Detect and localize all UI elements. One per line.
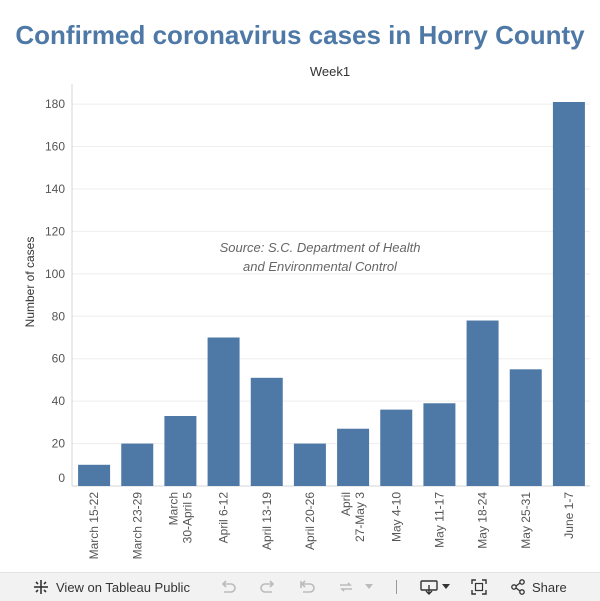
x-tick-label: May 11-17 bbox=[432, 492, 446, 548]
dropdown-icon bbox=[365, 584, 373, 590]
source-line-2: and Environmental Control bbox=[243, 259, 397, 274]
revert-button[interactable] bbox=[298, 573, 316, 601]
x-tick-label-line: 27-May 3 bbox=[353, 492, 367, 542]
gridlines bbox=[72, 103, 590, 445]
source-line-1: Source: S.C. Department of Health bbox=[219, 240, 421, 255]
x-tick-label-line: April 13-19 bbox=[260, 492, 274, 550]
x-tick-label-line: March 23-29 bbox=[130, 492, 144, 560]
undo-icon bbox=[219, 579, 237, 595]
tableau-toolbar: View on Tableau Public bbox=[0, 572, 600, 601]
y-tick-label: 120 bbox=[45, 224, 65, 238]
view-on-tableau-label: View on Tableau Public bbox=[56, 579, 190, 595]
bar[interactable] bbox=[78, 464, 111, 486]
x-tick-label-line: April 6-12 bbox=[217, 492, 231, 544]
x-tick-label: May 18-24 bbox=[476, 492, 490, 549]
x-axis: March 15-22 March 23-29 March 30-April 5 Apr… bbox=[87, 492, 576, 560]
bar[interactable] bbox=[337, 428, 370, 486]
x-tick-label-line: May 18-24 bbox=[476, 492, 490, 549]
refresh-icon bbox=[337, 579, 355, 595]
share-button[interactable]: Share bbox=[510, 573, 567, 601]
bar[interactable] bbox=[423, 403, 456, 486]
x-tick-label-line: March bbox=[166, 492, 180, 525]
y-tick-label: 60 bbox=[52, 352, 66, 366]
x-tick-label-line: May 11-17 bbox=[432, 492, 446, 548]
source-annotation: Source: S.C. Department of Health and En… bbox=[195, 238, 445, 276]
bar[interactable] bbox=[466, 320, 499, 486]
download-icon bbox=[420, 579, 438, 595]
undo-button[interactable] bbox=[219, 573, 237, 601]
x-tick-label-line: May 25-31 bbox=[519, 492, 533, 549]
bar[interactable] bbox=[164, 415, 197, 486]
x-tick-label: April 27-May 3 bbox=[339, 492, 367, 542]
y-axis: 0 20 40 60 80 100 120 140 160 180 bbox=[45, 84, 590, 487]
share-label: Share bbox=[532, 579, 567, 595]
x-tick-label: May 25-31 bbox=[519, 492, 533, 549]
refresh-dropdown[interactable] bbox=[365, 573, 373, 601]
x-tick-label-line: 30-April 5 bbox=[180, 492, 194, 544]
y-tick-label: 160 bbox=[45, 140, 65, 154]
bar[interactable] bbox=[552, 102, 585, 486]
view-on-tableau-button[interactable]: View on Tableau Public bbox=[33, 573, 190, 601]
bars bbox=[78, 102, 585, 486]
y-tick-label: 40 bbox=[52, 394, 66, 408]
chart-title: Confirmed coronavirus cases in Horry Cou… bbox=[15, 20, 585, 50]
x-tick-label: April 6-12 bbox=[217, 492, 231, 544]
revert-icon bbox=[298, 579, 316, 595]
x-tick-label: June 1-7 bbox=[562, 492, 576, 539]
x-tick-label-line: April bbox=[339, 492, 353, 516]
download-button[interactable] bbox=[420, 573, 450, 601]
bar[interactable] bbox=[250, 377, 283, 486]
download-dropdown-icon bbox=[442, 584, 450, 590]
y-tick-label: 180 bbox=[45, 97, 65, 111]
chart-subtitle: Week1 bbox=[309, 64, 351, 79]
bar[interactable] bbox=[509, 369, 542, 486]
refresh-button[interactable] bbox=[337, 573, 355, 601]
bar[interactable] bbox=[207, 337, 240, 486]
bar[interactable] bbox=[121, 443, 154, 486]
y-tick-label: 80 bbox=[52, 309, 66, 323]
toolbar-divider bbox=[396, 580, 397, 594]
tableau-icon bbox=[33, 579, 49, 595]
x-tick-label-line: March 15-22 bbox=[87, 492, 101, 560]
y-tick-label: 140 bbox=[45, 182, 65, 196]
y-tick-label: 100 bbox=[45, 267, 65, 281]
bar[interactable] bbox=[293, 443, 326, 486]
x-tick-label: April 20-26 bbox=[303, 492, 317, 550]
x-tick-label: April 13-19 bbox=[260, 492, 274, 550]
x-tick-label: May 4-10 bbox=[389, 492, 403, 542]
bar[interactable] bbox=[380, 409, 413, 486]
x-tick-label: March 15-22 bbox=[87, 492, 101, 560]
redo-button[interactable] bbox=[259, 573, 277, 601]
y-axis-label: Number of cases bbox=[23, 237, 37, 328]
x-tick-label-line: June 1-7 bbox=[562, 492, 576, 539]
fullscreen-icon bbox=[471, 579, 487, 595]
x-tick-label: March 23-29 bbox=[130, 492, 144, 560]
x-tick-label: March 30-April 5 bbox=[166, 492, 194, 544]
x-tick-label-line: April 20-26 bbox=[303, 492, 317, 550]
x-tick-label-line: May 4-10 bbox=[389, 492, 403, 542]
redo-icon bbox=[259, 579, 277, 595]
share-icon bbox=[510, 579, 526, 595]
fullscreen-button[interactable] bbox=[471, 573, 487, 601]
y-tick-label: 20 bbox=[52, 437, 66, 451]
y-tick-label: 0 bbox=[58, 471, 65, 485]
